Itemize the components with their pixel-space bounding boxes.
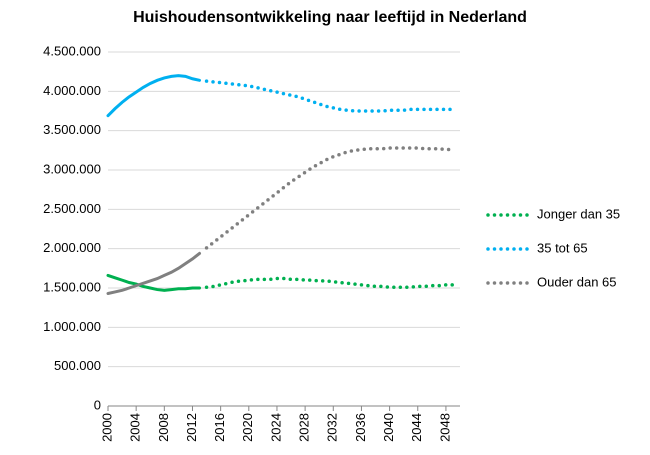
- x-tick-label: 2020: [240, 413, 255, 442]
- series-line-dotted: [204, 79, 455, 113]
- x-tick-label: 2012: [184, 413, 199, 442]
- x-tick-label: 2028: [297, 413, 312, 442]
- x-tick-label: 2032: [325, 413, 340, 442]
- y-tick-label: 2.000.000: [43, 240, 101, 255]
- series-line-dotted: [204, 276, 455, 289]
- y-tick-label: 4.000.000: [43, 83, 101, 98]
- x-tick-label: 2000: [99, 413, 114, 442]
- x-tick-label: 2044: [409, 413, 424, 442]
- y-tick-label: 1.500.000: [43, 279, 101, 294]
- y-tick-label: 3.500.000: [43, 122, 101, 137]
- legend-label: Jonger dan 35: [537, 206, 620, 221]
- x-tick-label: 2004: [128, 413, 143, 442]
- y-tick-label: 1.000.000: [43, 319, 101, 334]
- x-tick-label: 2048: [437, 413, 452, 442]
- y-tick-label: 500.000: [54, 358, 101, 373]
- series-line: [106, 273, 202, 292]
- legend-label: Ouder dan 65: [537, 274, 617, 289]
- x-tick-label: 2040: [381, 413, 396, 442]
- x-tick-label: 2016: [212, 413, 227, 442]
- y-tick-label: 0: [94, 397, 101, 412]
- chart-title: Huishoudensontwikkeling naar leeftijd in…: [133, 9, 527, 26]
- x-tick-label: 2036: [353, 413, 368, 442]
- y-tick-label: 3.000.000: [43, 161, 101, 176]
- y-tick-label: 2.500.000: [43, 201, 101, 216]
- x-tick-label: 2024: [268, 413, 283, 442]
- series-line-dotted: [204, 146, 455, 250]
- y-tick-label: 4.500.000: [43, 43, 101, 58]
- series-line: [106, 251, 202, 296]
- series-line: [106, 74, 202, 118]
- x-tick-label: 2008: [156, 413, 171, 442]
- legend-label: 35 tot 65: [537, 240, 588, 255]
